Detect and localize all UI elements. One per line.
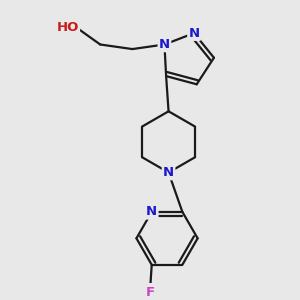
Text: F: F bbox=[146, 286, 155, 299]
Text: N: N bbox=[159, 38, 170, 51]
Text: N: N bbox=[188, 27, 200, 40]
Text: HO: HO bbox=[56, 21, 79, 34]
Text: N: N bbox=[163, 166, 174, 179]
Text: N: N bbox=[146, 205, 157, 218]
